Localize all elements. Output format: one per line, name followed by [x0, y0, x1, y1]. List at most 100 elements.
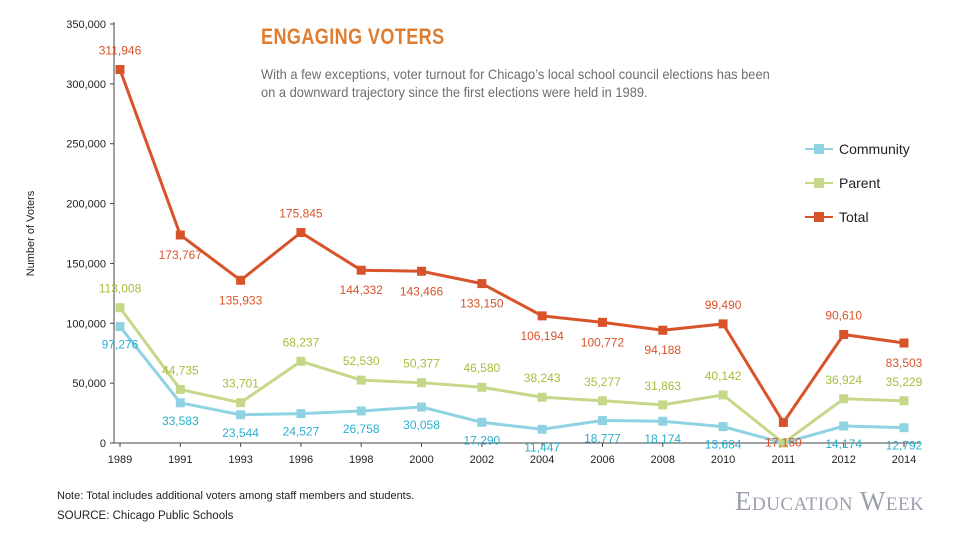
x-tick-label: 1996 — [289, 454, 313, 466]
chart-note: Note: Total includes additional voters a… — [57, 490, 415, 502]
data-label-total: 135,933 — [219, 293, 263, 307]
x-tick-label: 2012 — [831, 454, 855, 466]
data-label-parent: 50,377 — [403, 357, 440, 371]
data-label-total: 90,610 — [825, 309, 862, 323]
data-point-community — [477, 417, 487, 427]
y-tick-label: 300,000 — [66, 79, 106, 91]
legend-label-parent: Parent — [839, 175, 881, 191]
data-label-community: 30,058 — [403, 418, 440, 432]
data-point-community — [658, 416, 668, 426]
data-point-total — [417, 266, 427, 276]
data-point-parent — [115, 303, 125, 313]
data-point-community — [115, 322, 125, 332]
legend-label-community: Community — [839, 141, 910, 157]
data-label-community: 26,758 — [343, 422, 380, 436]
data-label-total: 99,490 — [705, 298, 742, 312]
y-tick-label: 150,000 — [66, 258, 106, 270]
data-point-total — [175, 230, 185, 240]
data-point-parent — [477, 382, 487, 392]
legend-swatch-parent — [805, 178, 833, 188]
legend-item-parent: Parent — [805, 166, 910, 200]
data-label-total: 143,466 — [400, 284, 444, 298]
data-point-parent — [296, 356, 306, 366]
data-point-parent — [537, 392, 547, 402]
data-point-community — [537, 424, 547, 434]
x-tick-label: 1991 — [168, 454, 192, 466]
data-point-parent — [658, 400, 668, 410]
data-label-community: 13,684 — [705, 438, 742, 452]
data-label-community: 14,174 — [825, 437, 862, 451]
legend-label-total: Total — [839, 209, 869, 225]
x-tick-label: 2010 — [711, 454, 735, 466]
chart-source: SOURCE: Chicago Public Schools — [57, 510, 234, 522]
data-label-parent: 31,863 — [644, 379, 681, 393]
data-label-total: 144,332 — [340, 283, 384, 297]
data-label-community: 23,544 — [222, 426, 259, 440]
data-point-community — [236, 410, 246, 420]
x-tick-label: 1998 — [349, 454, 373, 466]
data-point-total — [778, 417, 788, 427]
data-point-community — [417, 402, 427, 412]
data-label-parent: 36,924 — [825, 373, 862, 387]
chart-title: ENGAGING VOTERS — [261, 24, 445, 49]
x-tick-label: 1993 — [228, 454, 252, 466]
data-label-community: 33,583 — [162, 414, 199, 428]
x-tick-label: 2004 — [530, 454, 554, 466]
data-label-community: 11,447 — [524, 440, 560, 454]
data-label-total: 311,946 — [99, 44, 142, 58]
series-line-parent — [118, 306, 905, 445]
data-label-parent: 113,008 — [99, 282, 142, 296]
data-point-total — [839, 330, 849, 340]
data-point-total — [597, 317, 607, 327]
legend-item-total: Total — [805, 200, 910, 234]
x-tick-label: 2014 — [892, 454, 916, 466]
data-label-total: 100,772 — [581, 335, 625, 349]
data-label-community: 12,792 — [886, 439, 923, 453]
data-point-community — [597, 416, 607, 426]
data-label-parent: 44,735 — [162, 363, 199, 377]
data-point-parent — [597, 396, 607, 406]
legend-item-community: Community — [805, 132, 910, 166]
y-tick-label: 250,000 — [66, 139, 106, 151]
data-label-total: 106,194 — [520, 329, 564, 343]
data-point-parent — [236, 398, 246, 408]
data-point-parent — [175, 384, 185, 394]
data-point-total — [296, 227, 306, 237]
data-label-total: 133,150 — [460, 297, 504, 311]
x-tick-label: 2011 — [772, 454, 796, 466]
chart-subtitle: With a few exceptions, voter turnout for… — [261, 66, 770, 100]
x-tick-label: 2000 — [409, 454, 433, 466]
data-point-community — [296, 409, 306, 419]
x-tick-label: 1989 — [108, 454, 132, 466]
data-label-total: 175,845 — [279, 206, 323, 220]
data-point-total — [899, 338, 909, 348]
y-tick-label: 200,000 — [66, 199, 106, 211]
y-axis-label: Number of Voters — [25, 190, 37, 276]
data-point-total — [658, 325, 668, 335]
data-label-parent: 46,580 — [463, 361, 500, 375]
data-label-community: 18,777 — [584, 432, 621, 446]
data-point-parent — [417, 378, 427, 388]
data-point-total — [356, 265, 366, 275]
y-tick-label: 0 — [100, 438, 106, 450]
series-line-community — [118, 325, 905, 445]
data-label-parent: 52,530 — [343, 354, 380, 368]
data-point-community — [175, 398, 185, 408]
series-line-total — [118, 69, 905, 424]
data-point-total — [718, 319, 728, 329]
data-label-total: 94,188 — [644, 343, 681, 357]
x-tick-label: 2008 — [651, 454, 675, 466]
data-label-parent: 68,237 — [283, 335, 320, 349]
data-label-parent: 35,277 — [584, 375, 621, 389]
data-point-total — [115, 65, 125, 75]
data-point-community — [718, 422, 728, 432]
data-point-parent — [356, 375, 366, 385]
publisher-logo: Education Week — [735, 486, 925, 516]
data-label-parent: 35,229 — [886, 375, 923, 389]
data-label-parent: 40,142 — [705, 369, 742, 383]
x-tick-label: 2006 — [590, 454, 614, 466]
data-point-community — [839, 421, 849, 431]
legend-swatch-total — [805, 212, 833, 222]
data-label-community: 97,276 — [102, 338, 139, 352]
